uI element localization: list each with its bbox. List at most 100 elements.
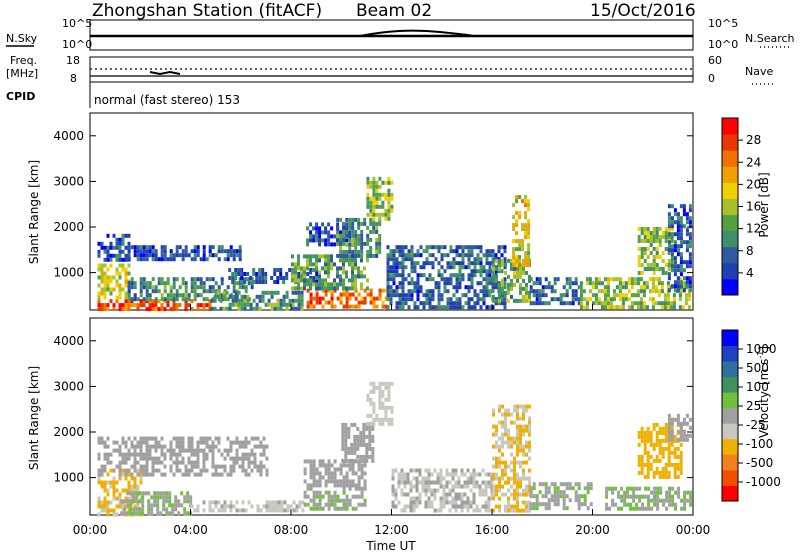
heatmap-cell: [178, 303, 182, 308]
heatmap-cell: [240, 280, 244, 284]
heatmap-cell: [327, 262, 330, 267]
heatmap-cell: [658, 446, 662, 451]
heatmap-cell: [655, 466, 659, 471]
heatmap-cell: [217, 257, 221, 262]
heatmap-cell: [240, 294, 244, 299]
heatmap-cell: [318, 278, 321, 283]
heatmap-cell: [127, 293, 131, 298]
heatmap-cell: [115, 464, 119, 469]
heatmap-cell: [410, 253, 414, 258]
heatmap-cell: [516, 492, 519, 497]
heatmap-cell: [673, 256, 677, 261]
heatmap-cell: [109, 452, 113, 457]
heatmap-cell: [466, 504, 470, 509]
heatmap-cell: [384, 405, 388, 410]
heatmap-cell: [202, 464, 206, 469]
heatmap-cell: [667, 259, 671, 263]
heatmap-cell: [519, 298, 522, 303]
heatmap-cell: [262, 436, 266, 441]
heatmap-cell: [362, 422, 366, 427]
heatmap-cell: [229, 504, 233, 509]
heatmap-cell: [454, 504, 458, 509]
heatmap-cell: [202, 253, 206, 258]
heatmap-cell: [223, 257, 227, 262]
heatmap-cell: [679, 421, 683, 426]
heatmap-cell: [363, 463, 367, 468]
heatmap-cell: [416, 305, 420, 310]
heatmap-cell: [618, 297, 622, 302]
heatmap-cell: [507, 258, 510, 263]
heatmap-cell: [124, 472, 128, 477]
heatmap-cell: [351, 249, 355, 254]
heatmap-cell: [522, 500, 525, 505]
heatmap-cell: [166, 277, 170, 282]
heatmap-cell: [498, 420, 501, 425]
heatmap-cell: [504, 290, 507, 295]
heatmap-cell: [463, 480, 467, 485]
heatmap-cell: [680, 498, 684, 503]
heatmap-cell: [189, 499, 193, 504]
heatmap-cell: [525, 440, 528, 445]
heatmap-cell: [668, 486, 672, 491]
heatmap-cell: [479, 257, 483, 262]
heatmap-cell: [469, 504, 473, 509]
heatmap-cell: [175, 297, 179, 302]
heatmap-cell: [679, 244, 683, 249]
colorbar-tick-label: -500: [746, 456, 773, 470]
heatmap-cell: [181, 253, 185, 258]
heatmap-cell: [582, 305, 586, 310]
heatmap-cell: [497, 249, 501, 254]
colorbar-swatch: [722, 407, 738, 424]
heatmap-cell: [470, 277, 474, 282]
heatmap-cell: [387, 397, 391, 402]
heatmap-cell: [344, 438, 348, 443]
heatmap-cell: [256, 508, 260, 513]
heatmap-cell: [357, 237, 361, 242]
heatmap-cell: [208, 245, 212, 250]
heatmap-cell: [488, 265, 492, 270]
heatmap-cell: [446, 289, 450, 294]
heatmap-cell: [315, 276, 319, 280]
heatmap-cell: [183, 511, 187, 516]
freq-dip: [149, 70, 181, 76]
heatmap-cell: [339, 258, 342, 263]
heatmap-cell: [676, 429, 680, 434]
heatmap-cell: [437, 261, 441, 266]
heatmap-cell: [519, 480, 522, 485]
heatmap-cell: [400, 488, 404, 493]
heatmap-cell: [318, 498, 322, 503]
heatmap-cell: [503, 285, 507, 290]
heatmap-cell: [428, 301, 432, 306]
heatmap-cell: [291, 268, 295, 272]
heatmap-cell: [220, 464, 224, 469]
heatmap-cell: [375, 249, 379, 254]
heatmap-cell: [351, 292, 355, 297]
heatmap-cell: [97, 283, 101, 288]
heatmap-cell: [412, 508, 416, 513]
heatmap-cell: [118, 253, 122, 258]
heatmap-cell: [627, 297, 631, 302]
heatmap-cell: [375, 221, 379, 226]
heatmap-cell: [512, 203, 516, 208]
heatmap-cell: [398, 293, 402, 298]
heatmap-cell: [485, 273, 489, 278]
heatmap-cell: [351, 494, 355, 499]
heatmap-cell: [280, 504, 284, 509]
heatmap-cell: [160, 472, 164, 477]
heatmap-cell: [369, 208, 373, 213]
heatmap-cell: [679, 437, 683, 442]
heatmap-cell: [249, 306, 253, 311]
heatmap-cell: [439, 472, 443, 477]
heatmap-cell: [145, 253, 149, 258]
heatmap-cell: [232, 253, 236, 258]
heatmap-cell: [646, 231, 650, 235]
heatmap-cell: [145, 472, 149, 477]
heatmap-cell: [635, 494, 639, 499]
heatmap-cell: [512, 223, 516, 228]
heatmap-cell: [148, 444, 152, 449]
heatmap-cell: [141, 511, 145, 516]
heatmap-cell: [390, 208, 394, 213]
heatmap-cell: [574, 281, 578, 286]
heatmap-cell: [401, 289, 405, 294]
heatmap-cell: [372, 296, 376, 301]
